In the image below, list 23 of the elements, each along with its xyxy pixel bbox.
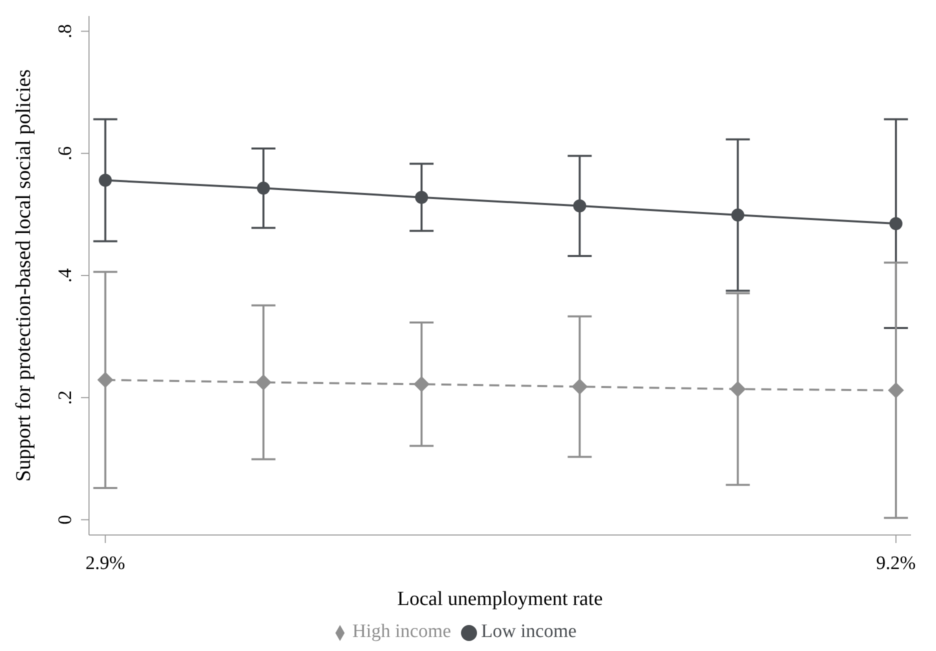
legend-label: Low income bbox=[481, 621, 577, 642]
point bbox=[730, 381, 746, 398]
point bbox=[572, 378, 588, 395]
point bbox=[889, 217, 902, 230]
point bbox=[573, 199, 586, 212]
x-tick-label: 9.2% bbox=[876, 553, 916, 574]
y-tick-label: .2 bbox=[55, 390, 76, 405]
y-tick-label: .8 bbox=[55, 24, 76, 38]
x-axis-title: Local unemployment rate bbox=[397, 588, 603, 610]
y-tick-label: 0 bbox=[55, 514, 76, 524]
point bbox=[97, 372, 114, 388]
point bbox=[255, 374, 272, 390]
point bbox=[256, 182, 270, 195]
point bbox=[98, 174, 112, 187]
legend-label: High income bbox=[352, 621, 452, 642]
y-axis-title: Support for protection-based local social policies bbox=[11, 69, 35, 482]
point bbox=[731, 208, 744, 222]
point bbox=[415, 190, 428, 204]
point bbox=[888, 382, 904, 398]
point bbox=[414, 376, 430, 392]
y-tick-label: .4 bbox=[55, 268, 76, 283]
y-tick-label: .6 bbox=[55, 146, 76, 161]
x-tick-label: 2.9% bbox=[86, 553, 126, 574]
